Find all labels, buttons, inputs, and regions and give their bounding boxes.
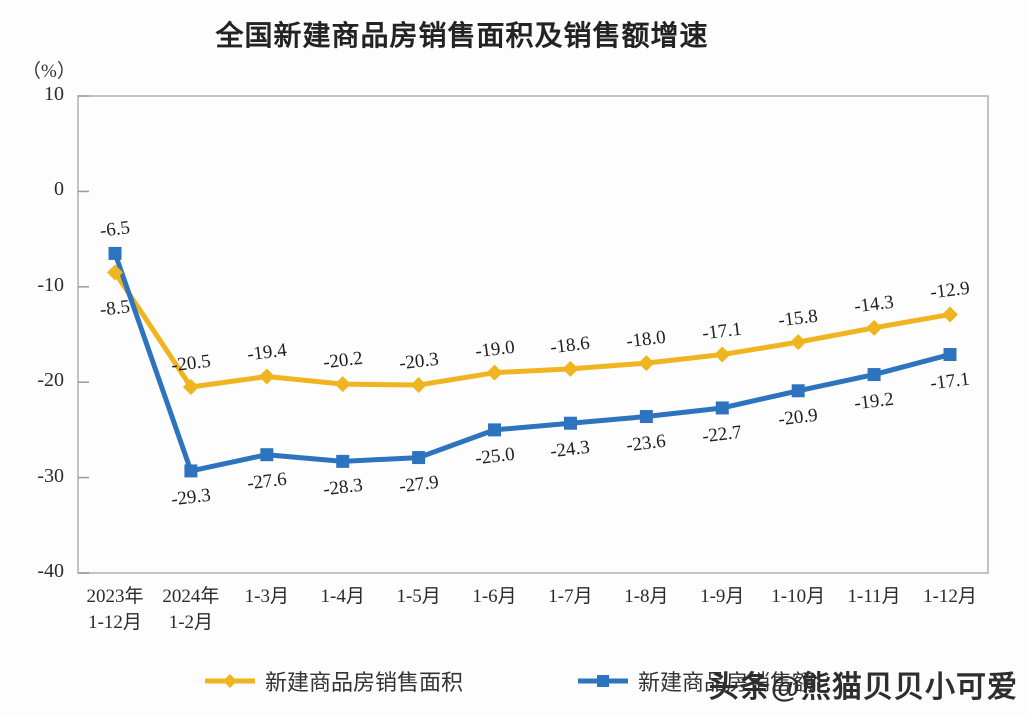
y-axis-tick-label: 10 — [44, 83, 64, 105]
series-1-marker — [488, 423, 502, 437]
legend-label-0: 新建商品房销售面积 — [265, 670, 464, 695]
x-axis-tick-label: 1-11月 — [847, 586, 901, 607]
series-0-marker — [486, 364, 503, 381]
x-axis-tick-label: 1-6月 — [472, 586, 517, 607]
x-axis-tick-label: 2023年 1-12月 — [86, 586, 144, 633]
legend-marker-square-icon — [578, 675, 628, 687]
x-axis-tick-label: 1-7月 — [548, 586, 593, 607]
x-axis-tick-label: 1-10月 — [771, 586, 826, 607]
chart-title: 全国新建商品房销售面积及销售额增速 — [215, 20, 709, 51]
series-1-marker — [336, 454, 350, 468]
series-1-marker — [184, 464, 198, 478]
x-axis-tick-label: 1-3月 — [244, 586, 289, 607]
plot-frame — [77, 95, 989, 574]
legend-item-0: 新建商品房销售面积 — [205, 667, 463, 695]
series-1-marker — [791, 384, 805, 398]
series-0-marker — [942, 306, 958, 323]
series-1-marker — [260, 448, 274, 462]
series-0-marker — [410, 377, 427, 394]
legend-label-1: 新建商品房销售额 — [638, 670, 815, 695]
series-line-0 — [112, 269, 953, 390]
legend-item-1: 新建商品房销售额 — [578, 667, 814, 695]
series-0-marker — [714, 346, 731, 363]
y-axis-tick-label: 0 — [54, 178, 64, 201]
x-axis-tick-label: 1-4月 — [320, 586, 365, 607]
series-0-marker — [790, 334, 807, 351]
series-1-marker — [943, 348, 957, 362]
watermark-text: 头条@熊猫贝贝小可爱 — [708, 671, 1018, 704]
series-0-marker — [182, 378, 199, 395]
x-axis-tick-label: 2024年 1-2月 — [162, 586, 220, 633]
series-1-marker — [639, 410, 653, 424]
series-line-1 — [112, 250, 953, 474]
series-0-marker — [638, 355, 655, 372]
x-axis-tick-label: 1-8月 — [624, 586, 669, 607]
y-axis-tick-label: -30 — [37, 464, 64, 487]
y-axis-tick-label: -40 — [37, 560, 64, 582]
series-1-marker — [412, 451, 426, 465]
legend-marker-diamond-icon — [205, 674, 255, 688]
series-1-marker — [563, 416, 577, 430]
y-axis-unit-label: （%） — [22, 61, 76, 82]
series-0-marker — [562, 360, 579, 377]
series-1-marker — [715, 401, 729, 415]
series-0-marker — [107, 264, 123, 281]
series-0-marker — [334, 376, 351, 393]
y-axis-tick-label: -20 — [37, 369, 64, 392]
x-axis-tick-label: 1-12月 — [923, 586, 977, 607]
y-axis-tick-label: -10 — [37, 273, 64, 296]
series-0-marker — [258, 368, 275, 385]
series-1-marker — [108, 246, 122, 260]
series-1-marker — [867, 368, 881, 382]
series-0-marker — [866, 319, 883, 336]
x-axis-tick-label: 1-5月 — [396, 586, 441, 607]
x-axis-tick-label: 1-9月 — [700, 586, 745, 607]
